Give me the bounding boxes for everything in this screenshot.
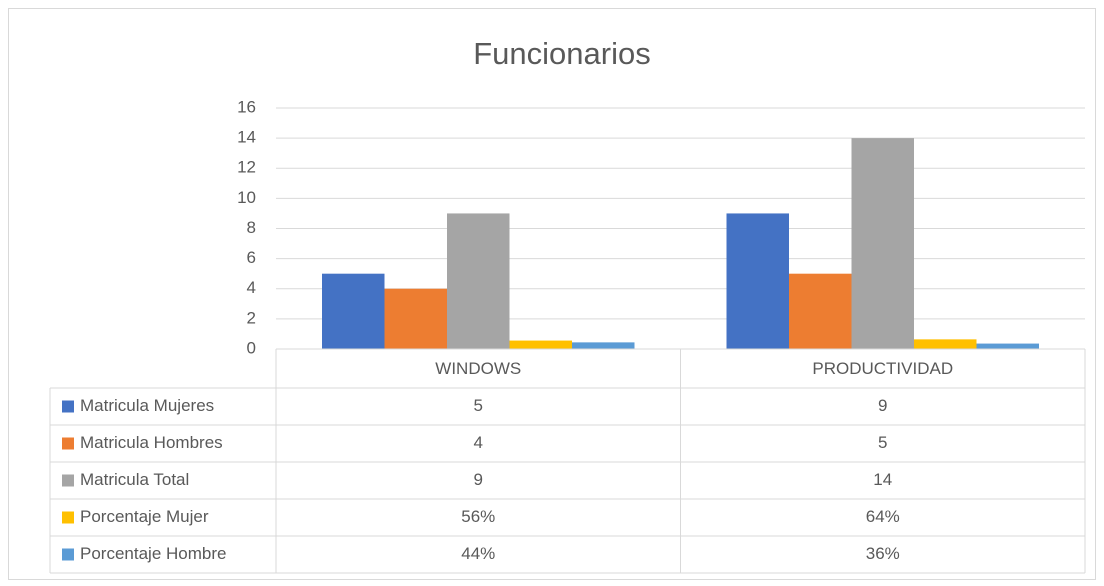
y-tick-label: 8 [247,218,256,237]
legend-swatch [62,511,74,524]
y-tick-label: 0 [247,338,256,357]
legend-swatch [62,400,74,413]
y-tick-label: 14 [237,128,256,147]
bar [322,273,385,349]
legend-label: Matricula Mujeres [80,396,214,415]
y-tick-label: 12 [237,158,256,177]
y-tick-label: 16 [237,97,256,116]
table-cell: 5 [878,433,887,452]
table-cell: 44% [461,544,495,563]
legend-label: Porcentaje Mujer [80,507,209,526]
chart-title: Funcionarios [473,36,650,71]
bar [572,342,635,349]
legend-label: Matricula Total [80,470,189,489]
table-cell: 64% [866,507,900,526]
bar [726,213,789,349]
y-tick-label: 4 [247,278,256,297]
legend-swatch [62,474,74,487]
x-tick-label: PRODUCTIVIDAD [812,359,953,378]
bar [509,340,572,349]
y-tick-label: 6 [247,248,256,267]
table-cell: 14 [873,470,892,489]
legend-label: Matricula Hombres [80,433,223,452]
bar [789,273,852,349]
table-cell: 5 [474,396,483,415]
legend-swatch [62,548,74,561]
x-tick-label: WINDOWS [435,359,521,378]
legend-swatch [62,437,74,450]
table-cell: 9 [474,470,483,489]
legend-label: Porcentaje Hombre [80,544,226,563]
y-tick-label: 2 [247,308,256,327]
table-cell: 4 [474,433,483,452]
bar [384,288,447,349]
bar [976,343,1039,349]
bar [447,213,510,349]
table-cell: 36% [866,544,900,563]
table-cell: 9 [878,396,887,415]
table-cell: 56% [461,507,495,526]
chart-frame [8,8,1096,580]
bar [851,138,914,349]
bar [914,339,977,349]
y-tick-label: 10 [237,188,256,207]
